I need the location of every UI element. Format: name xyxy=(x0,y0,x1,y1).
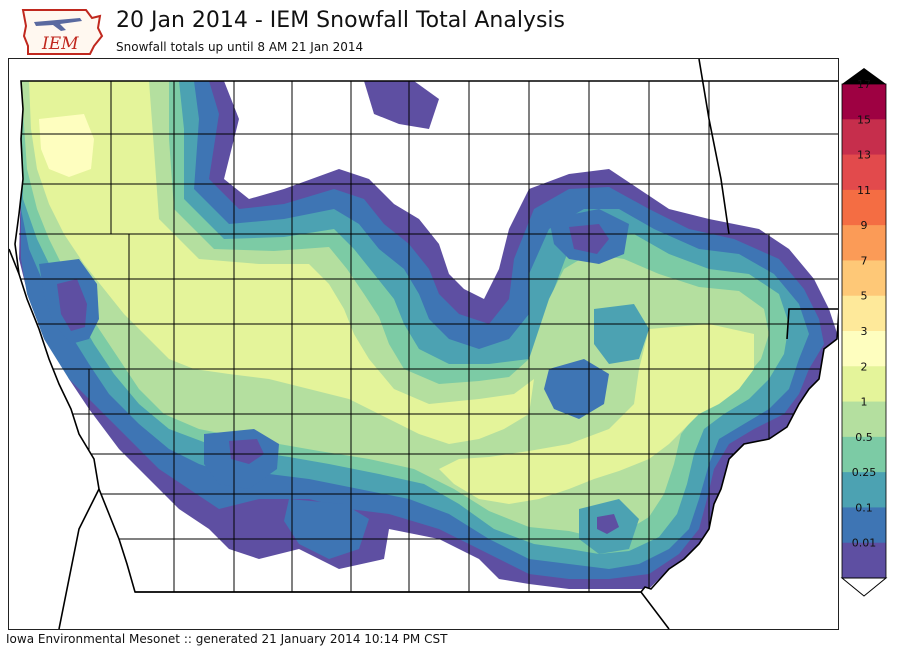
contour-pocket-ce xyxy=(544,359,609,419)
legend-swatch xyxy=(842,436,886,473)
wisconsin-border xyxy=(698,59,730,235)
nebraska-border xyxy=(9,248,20,275)
contour-level-2 xyxy=(29,81,534,444)
iowa-outline xyxy=(14,80,838,593)
legend-label: 7 xyxy=(861,254,868,267)
contour-pocket-sc-core xyxy=(229,439,264,464)
contour-level-0.01-nc xyxy=(364,81,439,129)
legend-swatch xyxy=(842,84,886,120)
legend-label: 0.1 xyxy=(855,501,873,514)
legend-swatch xyxy=(842,366,886,403)
legend-swatch xyxy=(842,295,886,332)
legend-swatch xyxy=(842,154,886,191)
county-lines xyxy=(19,81,838,592)
legend-colorbar: 17 15 13 11 9 7 5 3 2 1 0.5 0.25 0.1 0.01 xyxy=(840,68,900,603)
legend-label: 5 xyxy=(861,290,868,303)
legend-bottom-arrow xyxy=(840,577,888,597)
legend-label: 17 xyxy=(857,78,871,91)
legend-swatch xyxy=(842,119,886,156)
missouri-border xyxy=(135,591,670,629)
contour-level-3 xyxy=(39,114,94,177)
legend-swatch xyxy=(842,542,886,579)
legend-swatch xyxy=(842,331,886,367)
illinois-border xyxy=(786,308,838,340)
legend-label: 1 xyxy=(861,396,868,409)
missouri-river xyxy=(58,488,100,629)
legend-swatch xyxy=(842,507,886,544)
snowfall-map[interactable] xyxy=(8,58,839,630)
plane-icon xyxy=(34,18,82,31)
legend-swatch xyxy=(842,189,886,226)
legend-swatch xyxy=(842,472,886,508)
legend-label: 2 xyxy=(861,360,868,373)
legend-label: 9 xyxy=(861,219,868,232)
page-title: 20 Jan 2014 - IEM Snowfall Total Analysi… xyxy=(116,8,565,33)
contour-pocket-s xyxy=(284,499,369,559)
header: IEM 20 Jan 2014 - IEM Snowfall Total Ana… xyxy=(0,0,900,58)
logo-text: IEM xyxy=(41,34,79,54)
contour-pocket-west-core xyxy=(57,279,87,331)
contour-level-1 xyxy=(21,81,769,537)
legend-swatch xyxy=(842,260,886,297)
legend-swatch xyxy=(842,225,886,261)
page-subtitle: Snowfall totals up until 8 AM 21 Jan 201… xyxy=(116,40,364,54)
snowfall-contours xyxy=(15,81,838,592)
legend-label: 0.01 xyxy=(852,537,877,550)
legend-swatch xyxy=(842,401,886,438)
state-borders xyxy=(9,59,838,629)
legend-top-arrow xyxy=(842,68,886,84)
footer-credit: Iowa Environmental Mesonet :: generated … xyxy=(6,632,448,646)
contour-pocket-se-core xyxy=(597,514,619,534)
legend-label: 13 xyxy=(857,149,871,162)
contour-pocket-ec xyxy=(594,304,649,364)
legend-label: 0.25 xyxy=(852,466,877,479)
legend-label: 0.5 xyxy=(855,431,873,444)
legend-label: 15 xyxy=(857,113,871,126)
legend-label: 3 xyxy=(861,325,868,338)
legend-label: 11 xyxy=(857,184,871,197)
iem-logo[interactable]: IEM xyxy=(20,6,106,58)
